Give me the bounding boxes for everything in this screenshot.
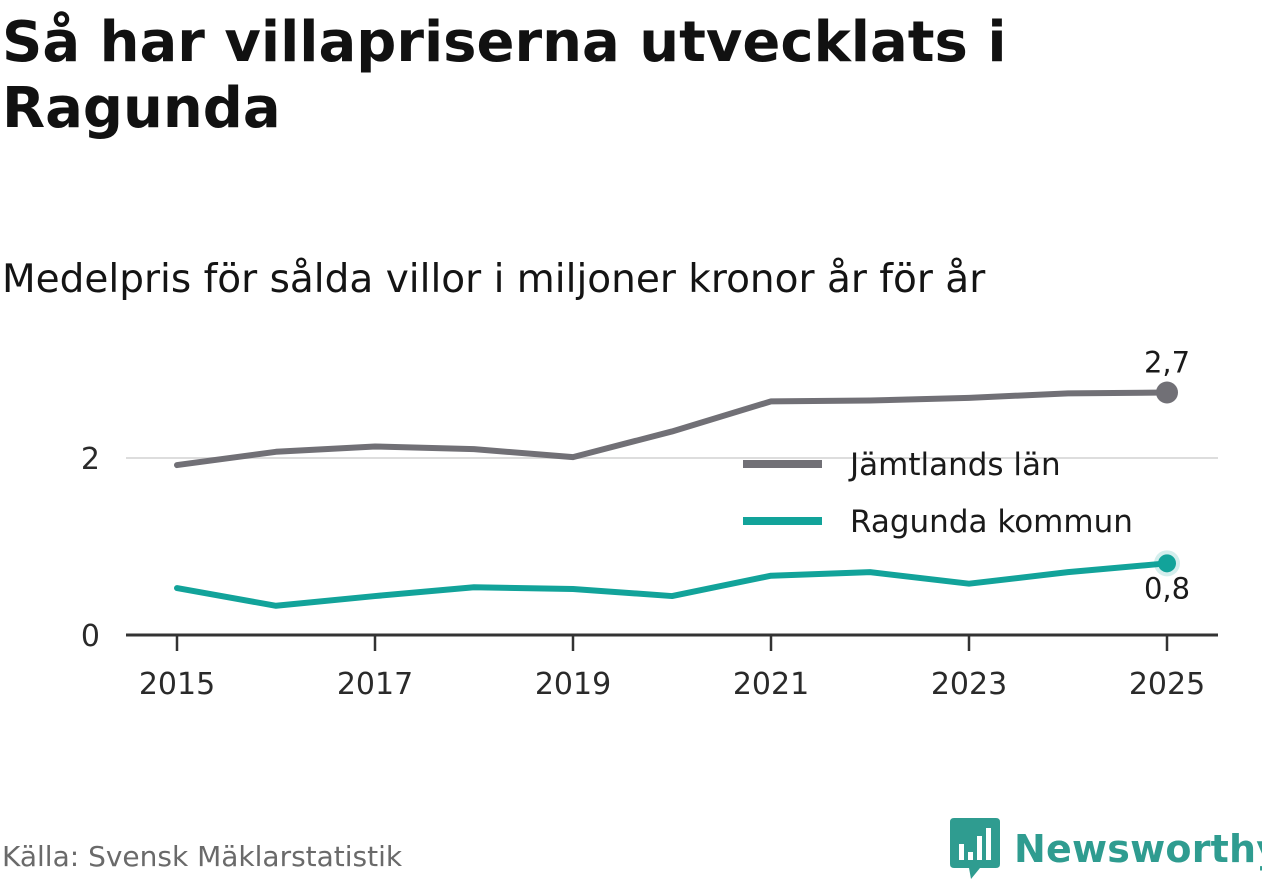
axes: 0 2 2015 2017 2019 2021 2023 2025 — [81, 442, 1218, 702]
x-tick-label: 2023 — [931, 667, 1007, 702]
x-tick-label: 2017 — [337, 667, 413, 702]
newsworthy-logo[interactable]: Newsworthy — [950, 818, 1262, 880]
chart-logo-icon — [950, 818, 1000, 879]
end-value-label: 0,8 — [1144, 571, 1190, 605]
legend-label: Ragunda kommun — [850, 504, 1133, 540]
x-tick-label: 2021 — [733, 667, 809, 702]
end-value-label: 2,7 — [1144, 346, 1190, 380]
x-tick-label: 2015 — [139, 667, 215, 702]
brand-name: Newsworthy — [1014, 827, 1262, 871]
end-point-marker — [1158, 554, 1176, 573]
series: 2,7 0,8 — [174, 346, 1190, 609]
x-tick-label: 2025 — [1129, 667, 1205, 702]
y-tick-label: 2 — [81, 442, 100, 477]
chart-subtitle: Medelpris för sålda villor i miljoner kr… — [2, 257, 986, 302]
series-line — [174, 560, 1170, 609]
series-line — [174, 389, 1170, 469]
x-tick-label: 2019 — [535, 667, 611, 702]
end-point-marker — [1156, 381, 1178, 404]
legend: Jämtlands län Ragunda kommun — [743, 447, 1133, 540]
y-tick-label: 0 — [81, 619, 100, 654]
source-note: Källa: Svensk Mäklarstatistik — [2, 840, 403, 873]
legend-label: Jämtlands län — [848, 447, 1061, 483]
chart-title: Så har villapriserna utvecklats i Ragund… — [2, 10, 1007, 141]
